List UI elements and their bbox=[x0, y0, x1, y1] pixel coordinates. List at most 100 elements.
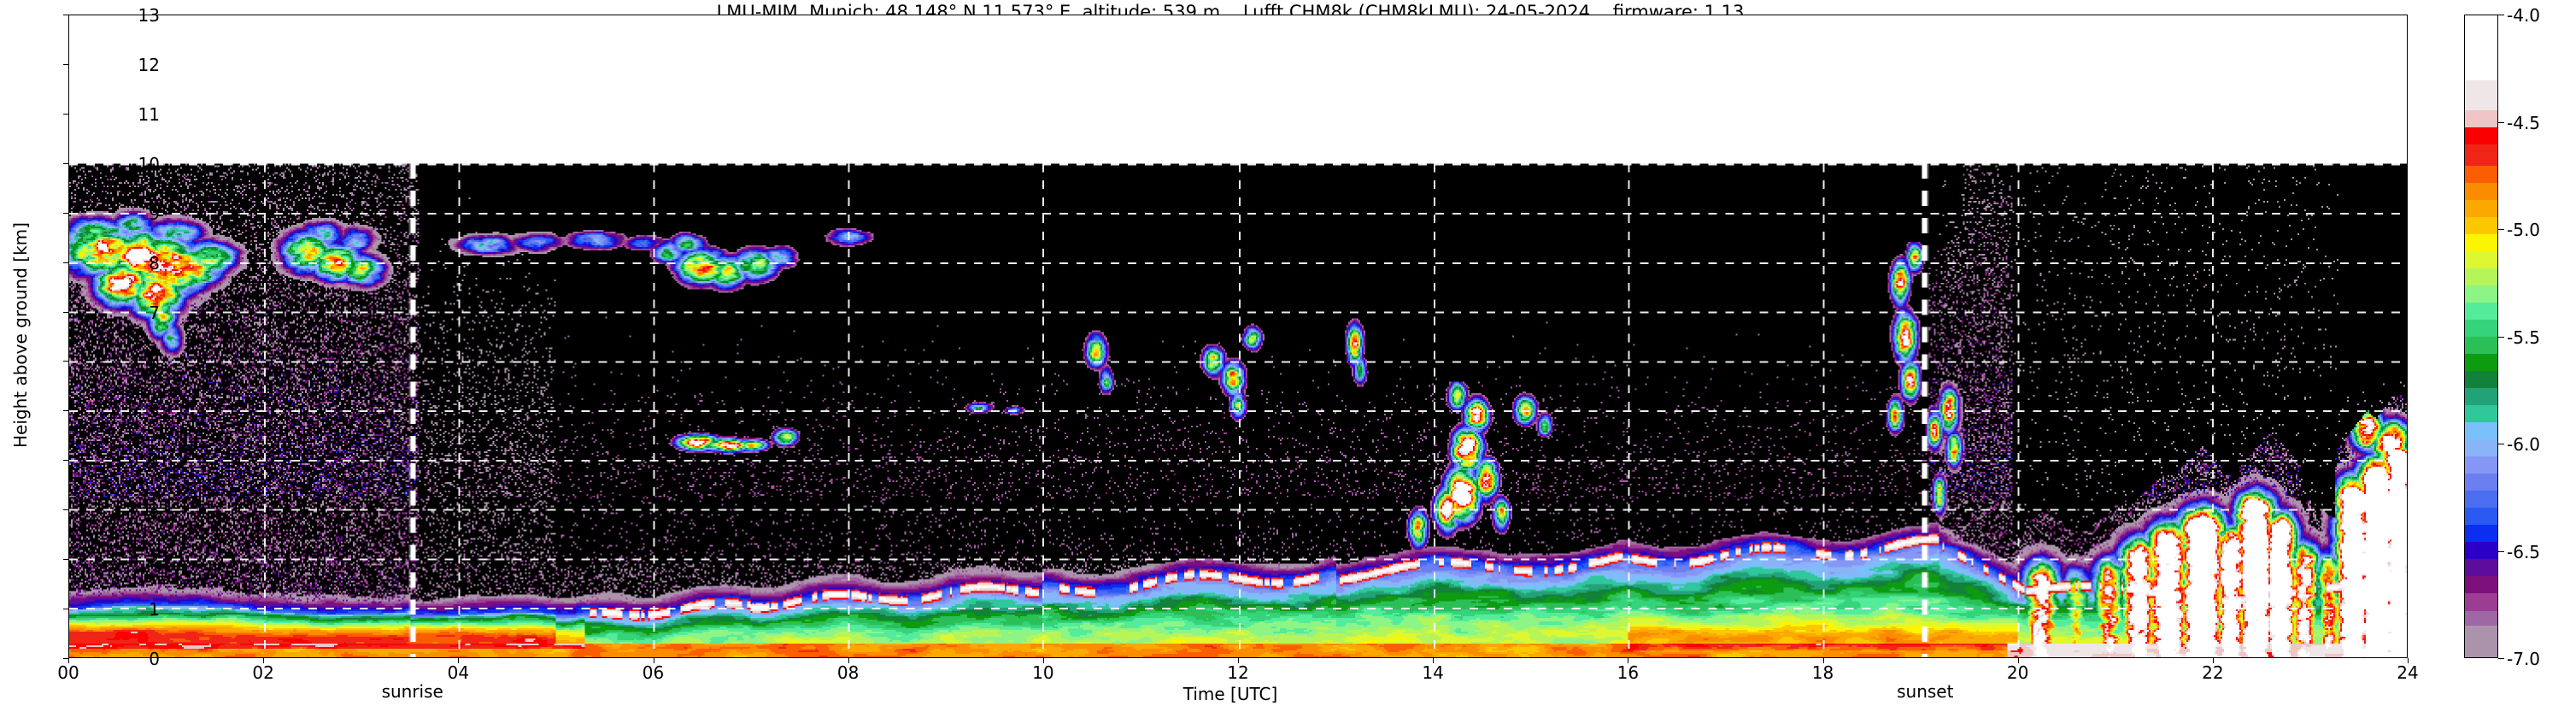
colorbar-segment bbox=[2465, 268, 2497, 286]
y-tick-label: 1 bbox=[149, 599, 160, 621]
colorbar-tick-mark bbox=[2498, 550, 2504, 552]
x-tick-label: 00 bbox=[57, 662, 79, 683]
colorbar-segment bbox=[2465, 609, 2497, 627]
colorbar-tick-label: -5.5 bbox=[2507, 327, 2541, 348]
y-tick-mark bbox=[63, 509, 68, 511]
x-tick-label: 06 bbox=[642, 662, 665, 683]
x-tick-label: 18 bbox=[1811, 662, 1834, 683]
y-tick-label: 11 bbox=[138, 103, 160, 125]
x-axis-label: Time [UTC] bbox=[1182, 684, 1278, 704]
colorbar-segment bbox=[2465, 285, 2497, 303]
y-tick-label: 7 bbox=[149, 302, 160, 323]
x-tick-mark bbox=[1433, 658, 1435, 663]
x-tick-mark bbox=[68, 658, 69, 663]
colorbar-segment bbox=[2465, 109, 2497, 127]
x-tick-mark bbox=[2212, 658, 2214, 663]
x-tick-mark bbox=[2017, 658, 2019, 663]
colorbar-segment bbox=[2465, 144, 2497, 166]
x-tick-mark bbox=[848, 658, 849, 663]
y-axis-label: Height above ground [km] bbox=[10, 222, 31, 448]
colorbar-tick-label: -4.5 bbox=[2507, 112, 2541, 133]
colorbar-segment bbox=[2465, 182, 2497, 200]
colorbar-tick-label: -7.0 bbox=[2507, 649, 2541, 669]
y-tick-label: 3 bbox=[149, 500, 160, 521]
colorbar-segment bbox=[2465, 524, 2497, 543]
colorbar-segment bbox=[2465, 490, 2497, 509]
y-tick-mark bbox=[63, 361, 68, 362]
colorbar-segment bbox=[2465, 319, 2497, 338]
y-tick-mark bbox=[63, 460, 68, 462]
colorbar-segment bbox=[2465, 336, 2497, 355]
colorbar-segment bbox=[2465, 370, 2497, 389]
colorbar-segment bbox=[2465, 575, 2497, 594]
x-tick-label: 02 bbox=[252, 662, 274, 683]
y-tick-label: 6 bbox=[149, 351, 160, 373]
x-tick-label: 22 bbox=[2202, 662, 2224, 683]
colorbar-segment bbox=[2465, 233, 2497, 251]
y-tick-label: 0 bbox=[149, 649, 160, 669]
colorbar-segment bbox=[2465, 165, 2497, 183]
backscatter-heatmap bbox=[69, 15, 2407, 657]
y-tick-mark bbox=[63, 262, 68, 263]
colorbar-segment bbox=[2465, 541, 2497, 560]
plot-area bbox=[68, 15, 2408, 658]
y-tick-label: 10 bbox=[138, 153, 160, 174]
y-tick-mark bbox=[63, 63, 68, 65]
y-tick-label: 4 bbox=[149, 450, 160, 472]
x-tick-label: 10 bbox=[1032, 662, 1054, 683]
colorbar-tick-mark bbox=[2498, 336, 2504, 338]
x-tick-label: 16 bbox=[1617, 662, 1640, 683]
colorbar-segment bbox=[2465, 387, 2497, 406]
colorbar-tick-mark bbox=[2498, 658, 2504, 659]
x-tick-label: 12 bbox=[1227, 662, 1249, 683]
x-tick-mark bbox=[1238, 658, 1239, 663]
x-tick-mark bbox=[1822, 658, 1824, 663]
colorbar-segment bbox=[2465, 592, 2497, 611]
y-tick-mark bbox=[63, 113, 68, 115]
colorbar-segment bbox=[2465, 438, 2497, 457]
colorbar-segment bbox=[2465, 558, 2497, 577]
x-tick-mark bbox=[458, 658, 460, 663]
x-tick-label: 04 bbox=[447, 662, 470, 683]
colorbar-segment bbox=[2465, 421, 2497, 440]
x-tick-label: 24 bbox=[2397, 662, 2419, 683]
colorbar-segment bbox=[2465, 302, 2497, 321]
y-tick-mark bbox=[63, 162, 68, 164]
colorbar-tick-label: -5.0 bbox=[2507, 220, 2541, 240]
colorbar-tick-mark bbox=[2498, 229, 2504, 230]
colorbar-segment bbox=[2465, 126, 2497, 144]
x-tick-label: 14 bbox=[1422, 662, 1444, 683]
colorbar-segment bbox=[2465, 216, 2497, 234]
x-tick-label: 08 bbox=[836, 662, 860, 683]
colorbar bbox=[2464, 15, 2498, 658]
x-tick-label: 20 bbox=[2006, 662, 2029, 683]
y-tick-mark bbox=[63, 311, 68, 313]
y-tick-mark bbox=[63, 212, 68, 214]
y-tick-mark bbox=[63, 559, 68, 561]
y-tick-label: 13 bbox=[138, 5, 160, 26]
colorbar-tick-label: -4.0 bbox=[2507, 5, 2541, 26]
plot-canvas-wrapper bbox=[69, 15, 2407, 657]
colorbar-segment bbox=[2465, 250, 2497, 268]
x-tick-mark bbox=[1042, 658, 1044, 663]
colorbar-segment bbox=[2465, 473, 2497, 491]
y-tick-label: 8 bbox=[149, 252, 160, 274]
x-tick-mark bbox=[2408, 658, 2409, 663]
colorbar-tick-label: -6.0 bbox=[2507, 434, 2541, 455]
colorbar-segment bbox=[2465, 199, 2497, 217]
colorbar-segment bbox=[2465, 625, 2497, 657]
colorbar-tick-label: -6.5 bbox=[2507, 541, 2541, 562]
y-tick-mark bbox=[63, 658, 68, 659]
x-tick-mark bbox=[263, 658, 265, 663]
colorbar-segment bbox=[2465, 507, 2497, 526]
sunset-label: sunset bbox=[1897, 681, 1954, 702]
sunrise-label: sunrise bbox=[381, 681, 443, 702]
colorbar-segment bbox=[2465, 15, 2497, 80]
y-tick-label: 2 bbox=[149, 550, 160, 571]
colorbar-segment bbox=[2465, 79, 2497, 110]
colorbar-segment bbox=[2465, 404, 2497, 423]
colorbar-segment bbox=[2465, 456, 2497, 474]
y-tick-label: 9 bbox=[149, 203, 160, 224]
colorbar-tick-mark bbox=[2498, 121, 2504, 123]
